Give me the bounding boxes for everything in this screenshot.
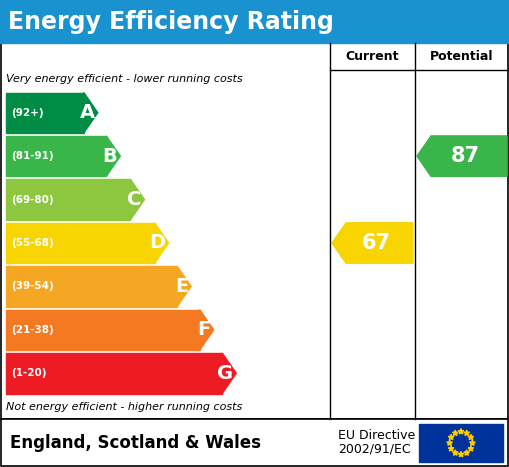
Text: (81-91): (81-91) (11, 151, 53, 161)
Bar (6, 136, 106, 177)
Polygon shape (177, 266, 191, 307)
Bar (6, 92, 84, 133)
Polygon shape (106, 136, 120, 177)
Bar (6, 310, 200, 350)
Text: B: B (102, 147, 117, 166)
Bar (1, 43, 508, 419)
Bar (6, 353, 222, 394)
Polygon shape (464, 430, 470, 436)
Polygon shape (468, 434, 474, 440)
Text: Potential: Potential (430, 50, 494, 63)
Polygon shape (448, 446, 454, 451)
Text: EU Directive: EU Directive (338, 429, 415, 442)
Text: 87: 87 (451, 146, 480, 166)
Text: Not energy efficient - higher running costs: Not energy efficient - higher running co… (6, 402, 242, 412)
Polygon shape (468, 446, 474, 451)
Text: F: F (197, 320, 211, 340)
Polygon shape (447, 440, 453, 446)
Polygon shape (130, 179, 145, 220)
Text: Current: Current (346, 50, 399, 63)
Bar (0, 0, 509, 43)
Text: G: G (217, 364, 233, 383)
Text: (69-80): (69-80) (11, 195, 53, 205)
Text: 2002/91/EC: 2002/91/EC (338, 443, 411, 456)
Text: C: C (127, 190, 142, 209)
Bar (6, 266, 177, 307)
Polygon shape (453, 450, 458, 455)
Text: (1-20): (1-20) (11, 368, 46, 378)
Text: A: A (79, 103, 95, 122)
Bar (6, 179, 130, 220)
Text: (55-68): (55-68) (11, 238, 54, 248)
Polygon shape (464, 450, 470, 455)
Text: (21-38): (21-38) (11, 325, 54, 335)
Text: Energy Efficiency Rating: Energy Efficiency Rating (8, 9, 334, 34)
Bar (6, 223, 155, 263)
Polygon shape (155, 223, 168, 263)
Text: England, Scotland & Wales: England, Scotland & Wales (10, 433, 261, 452)
Polygon shape (448, 434, 454, 440)
Text: (39-54): (39-54) (11, 282, 54, 291)
Polygon shape (332, 223, 413, 263)
Polygon shape (458, 429, 464, 434)
Text: Very energy efficient - lower running costs: Very energy efficient - lower running co… (6, 74, 243, 84)
Polygon shape (453, 430, 458, 436)
Bar (419, 424, 503, 462)
Text: 67: 67 (361, 233, 390, 253)
Polygon shape (417, 136, 507, 177)
Bar (1, 419, 508, 466)
Polygon shape (458, 452, 464, 457)
Text: E: E (175, 277, 188, 296)
Polygon shape (200, 310, 214, 350)
Polygon shape (222, 353, 236, 394)
Polygon shape (469, 440, 475, 446)
Text: D: D (150, 234, 165, 253)
Polygon shape (84, 92, 98, 133)
Text: (92+): (92+) (11, 108, 44, 118)
